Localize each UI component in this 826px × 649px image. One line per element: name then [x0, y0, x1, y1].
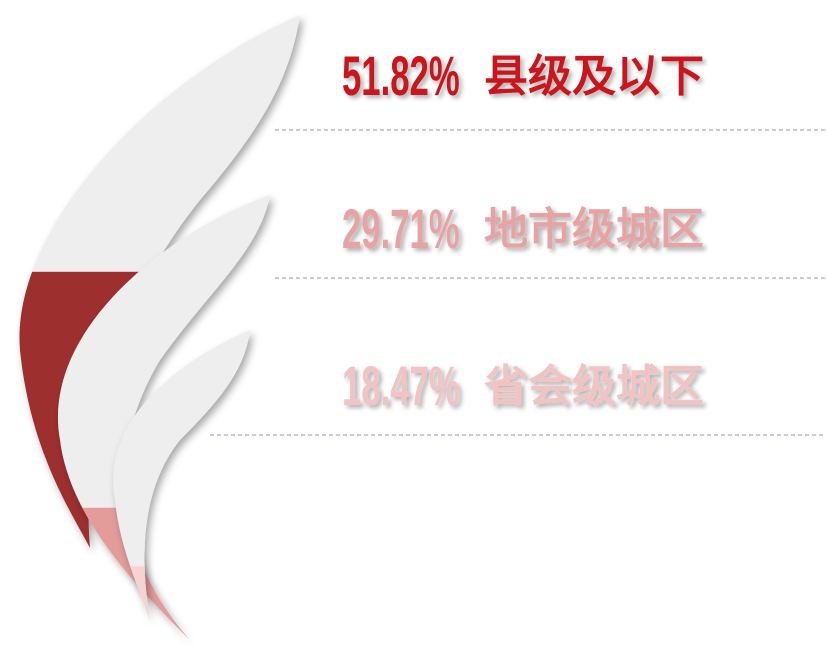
category-label: 县级及以下 [484, 51, 704, 102]
leaf-fill [113, 566, 250, 620]
leaves [19, 15, 300, 640]
category-label: 省会级城区 [484, 361, 704, 412]
percent-label: 29.71% [342, 198, 460, 261]
row: 29.71% 地市级城区 [342, 198, 704, 261]
row: 18.47% 省会级城区 [342, 355, 704, 418]
percent-label: 51.82% [342, 45, 460, 108]
leaf-fill [57, 507, 270, 640]
percent-label: 18.47% [342, 355, 460, 418]
category-label: 地市级城区 [484, 204, 704, 255]
leaf [113, 330, 250, 620]
labels: 51.82% 县级及以下 29.71% 地市级城区 18.47% 省会级城区 [342, 45, 704, 418]
row: 51.82% 县级及以下 [342, 45, 704, 108]
